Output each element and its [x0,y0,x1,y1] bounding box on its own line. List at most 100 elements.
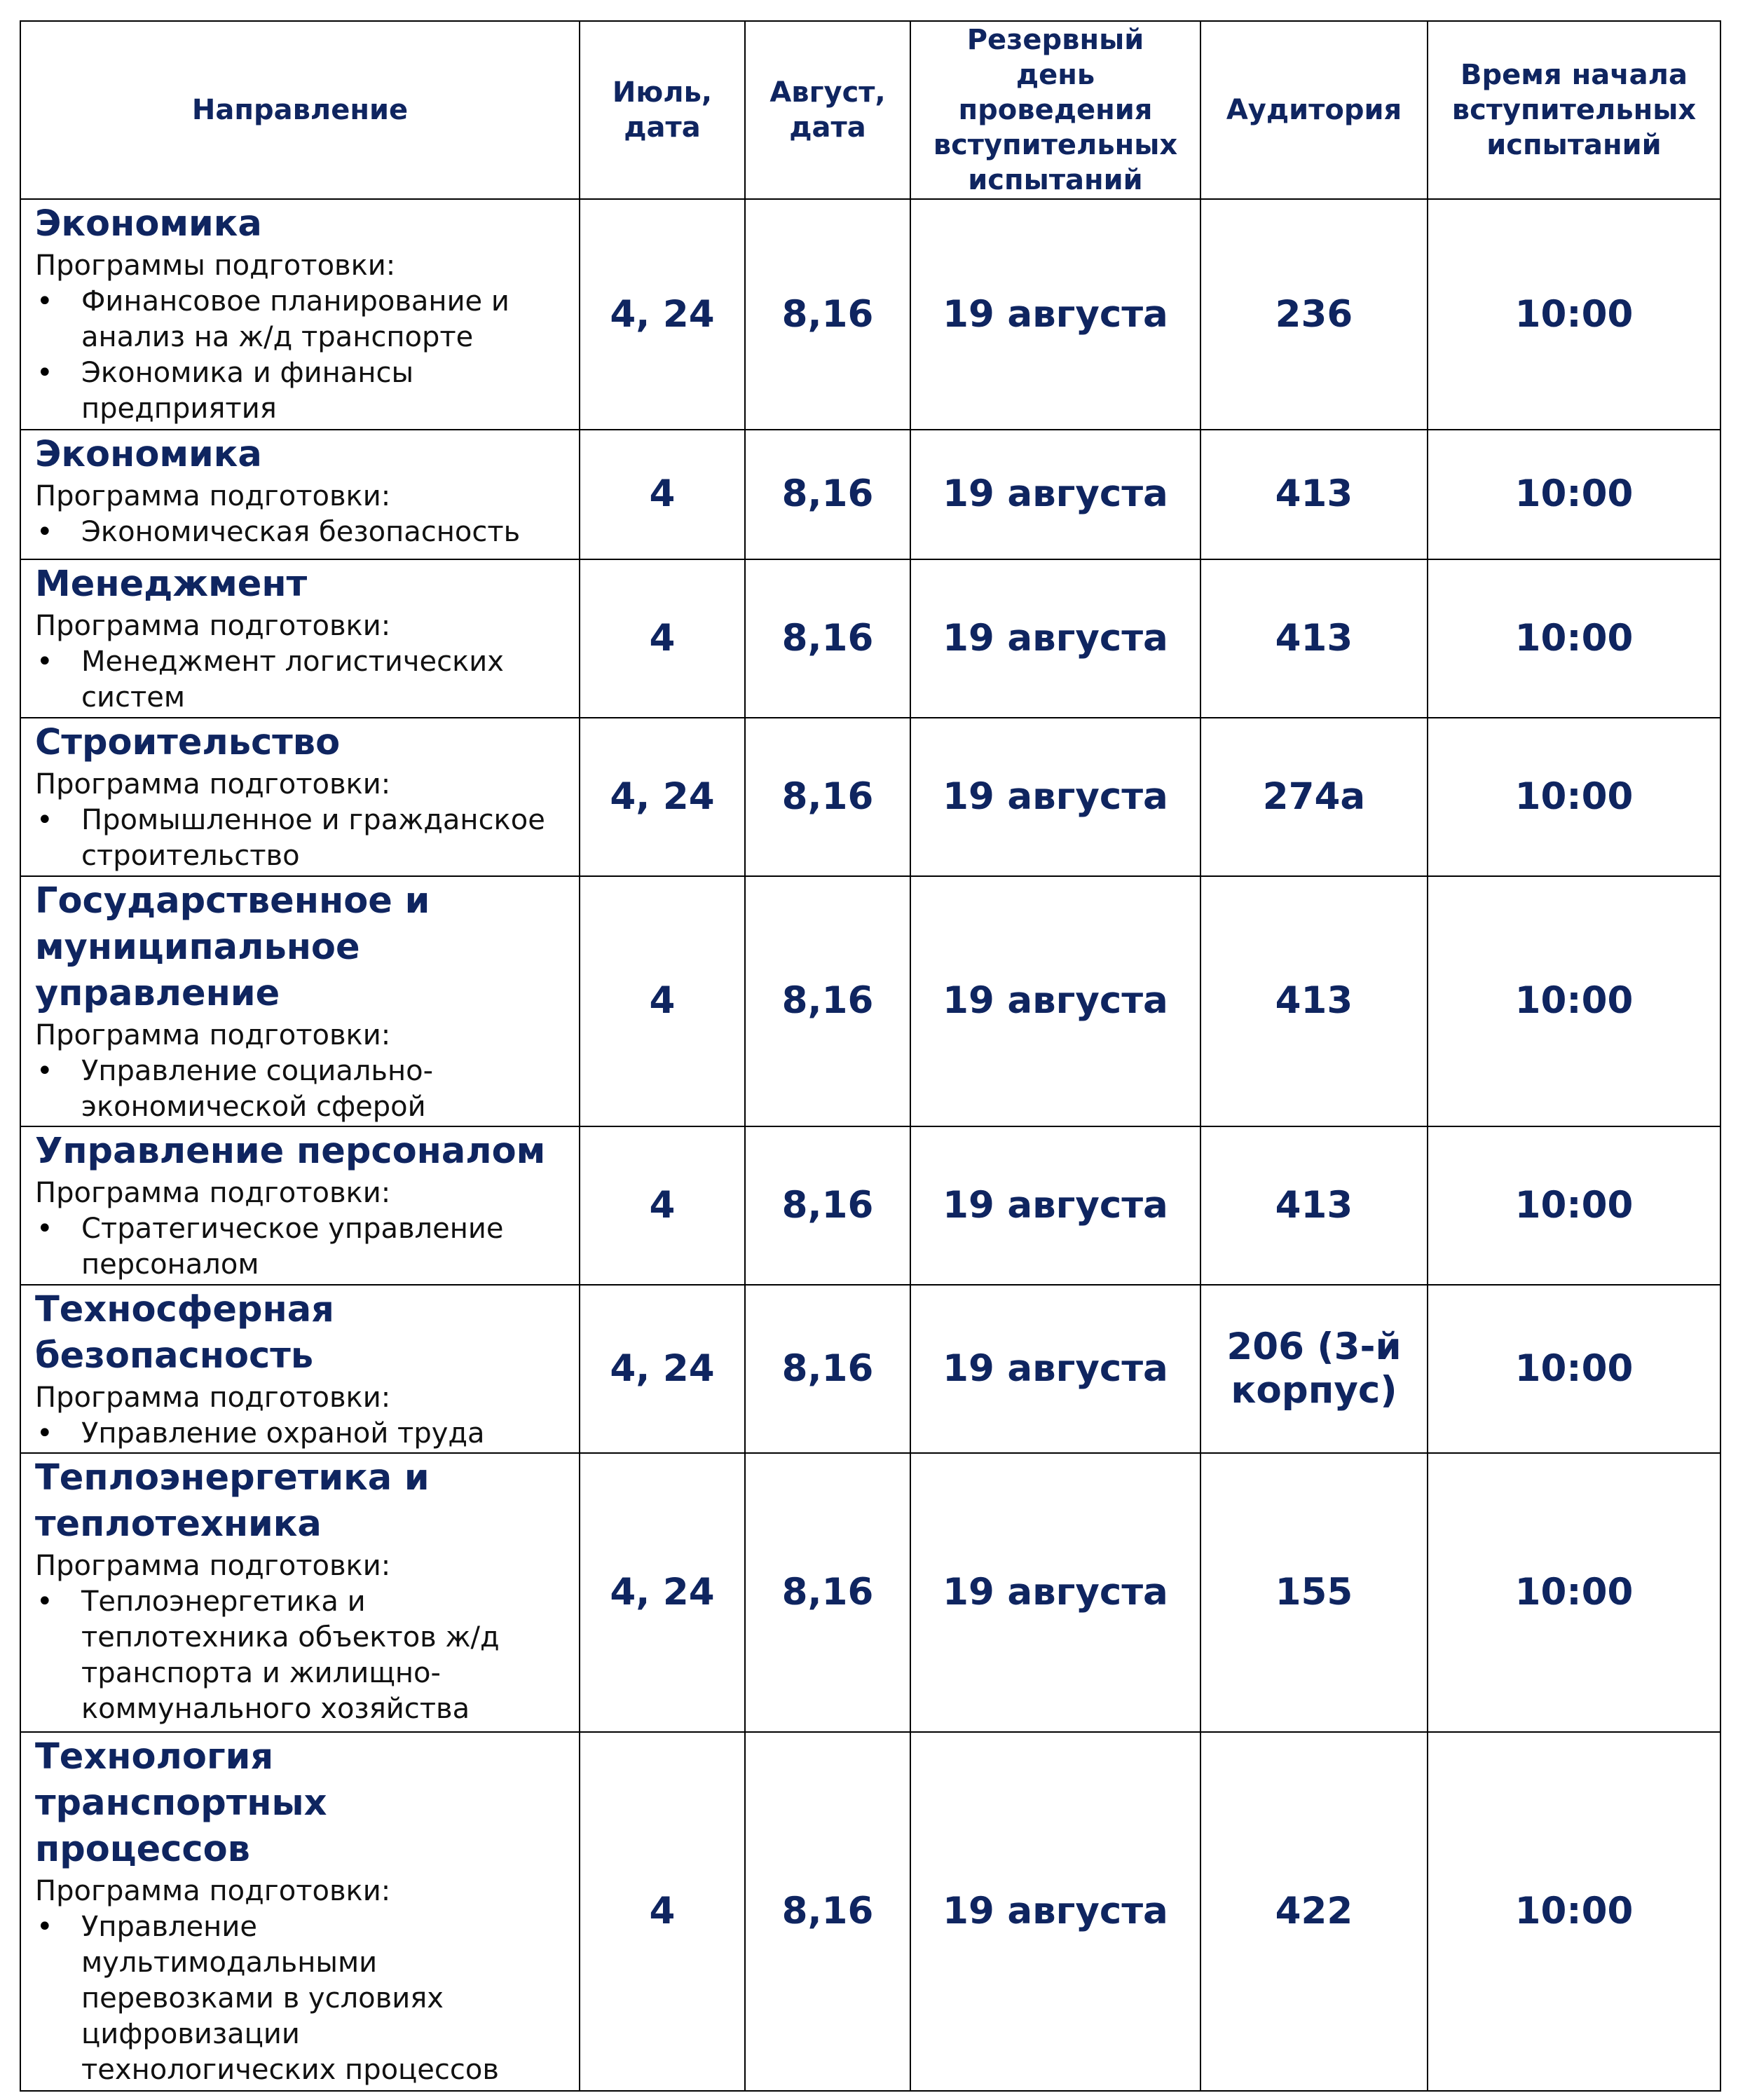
program-list: Экономическая безопасность [35,514,570,550]
room-cell: 413 [1200,429,1428,560]
direction-cell: Техносферная безопасность Программа подг… [20,1284,580,1454]
program-list: Финансовое планирование и анализ на ж/д … [35,284,570,427]
reserve-day-cell: 19 августа [910,1731,1201,2092]
start-time-cell: 10:00 [1427,198,1721,431]
august-date-cell: 8,16 [744,875,911,1128]
table-row: Теплоэнергетика и теплотехника Программа… [20,1452,1721,1733]
program-item: Экономическая безопасность [35,514,570,550]
reserve-day-cell: 19 августа [910,558,1201,718]
program-item: Менеджмент логистических систем [35,644,570,716]
july-date-cell: 4, 24 [579,716,746,877]
start-time-cell: 10:00 [1427,429,1721,560]
start-time-cell: 10:00 [1427,1126,1721,1286]
august-date-cell: 8,16 [744,1731,911,2092]
room-cell: 155 [1200,1452,1428,1733]
program-label: Программа подготовки: [35,768,391,800]
program-item: Стратегическое управление персоналом [35,1211,570,1283]
table-row: Управление персоналом Программа подготов… [20,1126,1721,1286]
table-row: Технология транспортных процессов Програ… [20,1731,1721,2092]
august-date-cell: 8,16 [744,716,911,877]
program-label: Программа подготовки: [35,609,391,642]
reserve-day-cell: 19 августа [910,875,1201,1128]
program-label: Программа подготовки: [35,1874,391,1907]
program-item: Финансовое планирование и анализ на ж/д … [35,284,570,355]
direction-title: Управление персоналом [35,1131,546,1173]
table-row: Техносферная безопасность Программа подг… [20,1284,1721,1454]
direction-title: Теплоэнергетика и теплотехника [35,1457,430,1546]
august-date-cell: 8,16 [744,1452,911,1733]
reserve-day-cell: 19 августа [910,1284,1201,1454]
header-august: Август, дата [744,20,911,200]
july-date-cell: 4, 24 [579,198,746,431]
program-list: Теплоэнергетика и теплотехника объектов … [35,1584,570,1727]
table-row: Экономика Программа подготовки: Экономич… [20,429,1721,560]
direction-cell: Строительство Программа подготовки: Пром… [20,716,580,877]
program-label: Программа подготовки: [35,480,391,513]
header-room: Аудитория [1200,20,1428,200]
direction-title: Техносферная безопасность [35,1289,334,1377]
program-item: Теплоэнергетика и теплотехника объектов … [35,1584,570,1727]
header-row: Направление Июль, дата Август, дата Резе… [20,20,1721,200]
program-list: Управление мультимодальными перевозками … [35,1909,570,2088]
reserve-day-cell: 19 августа [910,1126,1201,1286]
room-cell: 274а [1200,716,1428,877]
program-item: Управление охраной труда [35,1416,570,1452]
direction-cell: Управление персоналом Программа подготов… [20,1126,580,1286]
program-label: Программа подготовки: [35,1018,391,1051]
start-time-cell: 10:00 [1427,1452,1721,1733]
table-row: Менеджмент Программа подготовки: Менеджм… [20,558,1721,718]
room-cell: 413 [1200,875,1428,1128]
start-time-cell: 10:00 [1427,558,1721,718]
july-date-cell: 4 [579,558,746,718]
program-label: Программа подготовки: [35,1550,391,1583]
header-direction: Направление [20,20,580,200]
direction-cell: Экономика Программа подготовки: Экономич… [20,429,580,560]
table-row: Строительство Программа подготовки: Пром… [20,716,1721,877]
header-reserve-day: Резервный день проведения вступительных … [910,20,1201,200]
august-date-cell: 8,16 [744,198,911,431]
program-item: Промышленное и гражданское строительство [35,803,570,874]
direction-cell: Государственное и муниципальное управлен… [20,875,580,1128]
program-label: Программа подготовки: [35,1382,391,1414]
august-date-cell: 8,16 [744,1126,911,1286]
program-list: Управление социально-экономической сферо… [35,1054,570,1125]
header-start-time: Время начала вступительных испытаний [1427,20,1721,200]
room-cell: 413 [1200,1126,1428,1286]
july-date-cell: 4, 24 [579,1452,746,1733]
july-date-cell: 4 [579,1731,746,2092]
july-date-cell: 4 [579,875,746,1128]
august-date-cell: 8,16 [744,1284,911,1454]
august-date-cell: 8,16 [744,429,911,560]
july-date-cell: 4 [579,429,746,560]
direction-cell: Менеджмент Программа подготовки: Менеджм… [20,558,580,718]
start-time-cell: 10:00 [1427,1731,1721,2092]
direction-title: Экономика [35,203,262,245]
program-label: Программы подготовки: [35,250,396,282]
program-item: Управление мультимодальными перевозками … [35,1909,570,2088]
reserve-day-cell: 19 августа [910,198,1201,431]
program-label: Программа подготовки: [35,1177,391,1210]
july-date-cell: 4 [579,1126,746,1286]
table-row: Экономика Программы подготовки: Финансов… [20,198,1721,431]
program-list: Стратегическое управление персоналом [35,1211,570,1283]
header-july: Июль, дата [579,20,746,200]
direction-title: Менеджмент [35,563,308,605]
reserve-day-cell: 19 августа [910,716,1201,877]
start-time-cell: 10:00 [1427,1284,1721,1454]
reserve-day-cell: 19 августа [910,1452,1201,1733]
room-cell: 206 (3-й корпус) [1200,1284,1428,1454]
direction-title: Технология транспортных процессов [35,1736,327,1870]
room-cell: 236 [1200,198,1428,431]
program-item: Экономика и финансы предприятия [35,355,570,427]
table-row: Государственное и муниципальное управлен… [20,875,1721,1128]
program-list: Менеджмент логистических систем [35,644,570,716]
direction-cell: Технология транспортных процессов Програ… [20,1731,580,2092]
july-date-cell: 4, 24 [579,1284,746,1454]
reserve-day-cell: 19 августа [910,429,1201,560]
admission-schedule-table: Направление Июль, дата Август, дата Резе… [20,20,1721,2092]
direction-title: Экономика [35,434,262,476]
room-cell: 422 [1200,1731,1428,2092]
august-date-cell: 8,16 [744,558,911,718]
room-cell: 413 [1200,558,1428,718]
direction-title: Строительство [35,721,341,763]
